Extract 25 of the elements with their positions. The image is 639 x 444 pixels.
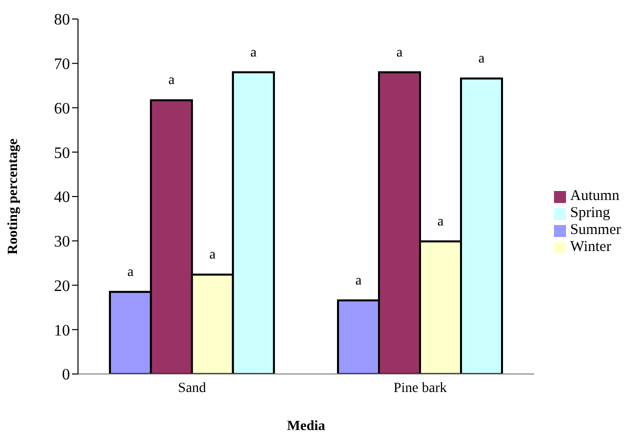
x-tick-label: Pine bark (393, 380, 447, 396)
data-label: a (478, 51, 486, 66)
y-tick-label: 0 (62, 366, 70, 384)
y-tick-label: 60 (54, 100, 70, 118)
y-tick-label: 30 (54, 234, 70, 251)
data-label: a (437, 214, 444, 230)
legend-label: Spring (570, 205, 610, 221)
y-axis-title: Rooting percentage (6, 138, 21, 254)
data-label: a (355, 273, 362, 288)
data-label: a (396, 45, 404, 60)
legend-label: Autumn (570, 188, 620, 204)
y-tick-label: 80 (54, 12, 70, 29)
x-tick-label: Sand (178, 380, 206, 396)
x-axis-title: Media (287, 418, 326, 434)
y-tick-label: 20 (54, 278, 70, 295)
data-label: a (209, 248, 216, 263)
y-tick-label: 10 (54, 322, 70, 340)
y-tick-label: 40 (54, 189, 70, 206)
y-tick-label: 70 (54, 56, 70, 74)
legend-label: Summer (570, 222, 621, 238)
data-label: a (168, 73, 176, 88)
legend-label: Winter (570, 239, 612, 255)
data-label: a (250, 45, 258, 60)
y-tick-label: 50 (54, 144, 70, 162)
data-label: a (127, 264, 134, 280)
